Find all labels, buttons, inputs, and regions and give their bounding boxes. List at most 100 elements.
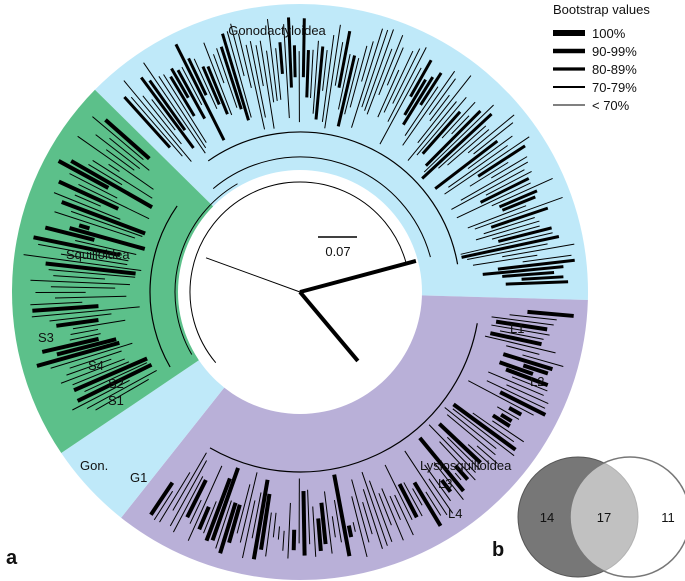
branch [428,478,454,514]
branch [461,235,560,259]
branch [428,78,456,115]
venn-count: 17 [597,510,611,525]
branch [364,29,394,111]
branch [60,253,128,266]
branch [351,479,370,543]
branch [221,33,250,121]
branch [472,412,515,443]
branch [475,220,540,241]
branch [416,96,467,156]
branch [472,254,538,266]
branch [249,41,266,118]
branch [491,316,554,326]
branch [169,75,196,117]
legend-entry: 90-99% [592,44,637,59]
branch [351,28,384,128]
branch [158,76,207,149]
branch [502,243,575,258]
branch [500,413,513,423]
branch [123,95,172,149]
branch [31,306,140,318]
branch [72,319,126,330]
branch [282,530,285,551]
branch [203,501,217,534]
branch [74,194,101,207]
branch [452,402,517,452]
branch [255,45,264,87]
branch [444,136,530,195]
branch [149,481,175,516]
panel-label: b [492,539,504,561]
branch [424,109,482,167]
branch [187,465,223,541]
branch [352,522,356,532]
branch [45,261,136,276]
branch [33,235,121,258]
branch [333,499,342,543]
branch [316,518,323,552]
branch [49,313,112,322]
panel-label: a [6,547,18,569]
branch [163,74,207,143]
branch [506,345,540,355]
branch [361,471,388,546]
branch [209,323,478,473]
branch [337,54,351,110]
branch [92,159,153,199]
branch [187,57,208,96]
branch [149,205,178,368]
branch [278,42,284,75]
branch [495,319,548,332]
branch [477,144,526,178]
branch [418,436,466,493]
branch [489,331,542,347]
branch [193,58,218,109]
branch [527,309,574,318]
branch [242,500,256,559]
branch [361,41,374,82]
branch [312,506,317,557]
leaf-label: L4 [448,506,462,521]
venn-count: 11 [661,510,675,525]
leaf-label: L2 [530,374,544,389]
branch [476,445,498,465]
legend-entry: 70-79% [592,80,637,95]
leaf-label: S3 [38,330,54,345]
branch [456,182,531,219]
branch [505,367,549,387]
branch [498,189,538,209]
branch [50,286,116,289]
branch [332,474,352,557]
branch [172,476,204,533]
branch [451,169,525,210]
branch [236,484,251,534]
legend-entry: 80-89% [592,62,637,77]
branch [421,112,493,180]
branch [78,183,150,220]
branch [403,482,423,517]
leaf-label: G1 [130,470,147,485]
branch [392,48,421,104]
branch [266,50,275,103]
branch [53,275,106,280]
branch [344,57,360,115]
branch [351,496,368,558]
branch [266,18,278,102]
branch [497,226,552,243]
branch [44,225,95,242]
branch [323,491,333,554]
branch [292,45,297,78]
branch [468,380,534,416]
branch [378,35,404,96]
leaf-label: L1 [510,321,524,336]
branch [428,424,476,473]
branch [86,370,157,410]
branch [70,159,154,209]
branch [397,483,419,519]
branch [265,512,272,557]
venn-count: 14 [540,510,554,525]
branch [491,178,553,207]
branch [104,118,151,161]
scale-label: 0.07 [325,244,350,259]
branch [337,30,352,88]
